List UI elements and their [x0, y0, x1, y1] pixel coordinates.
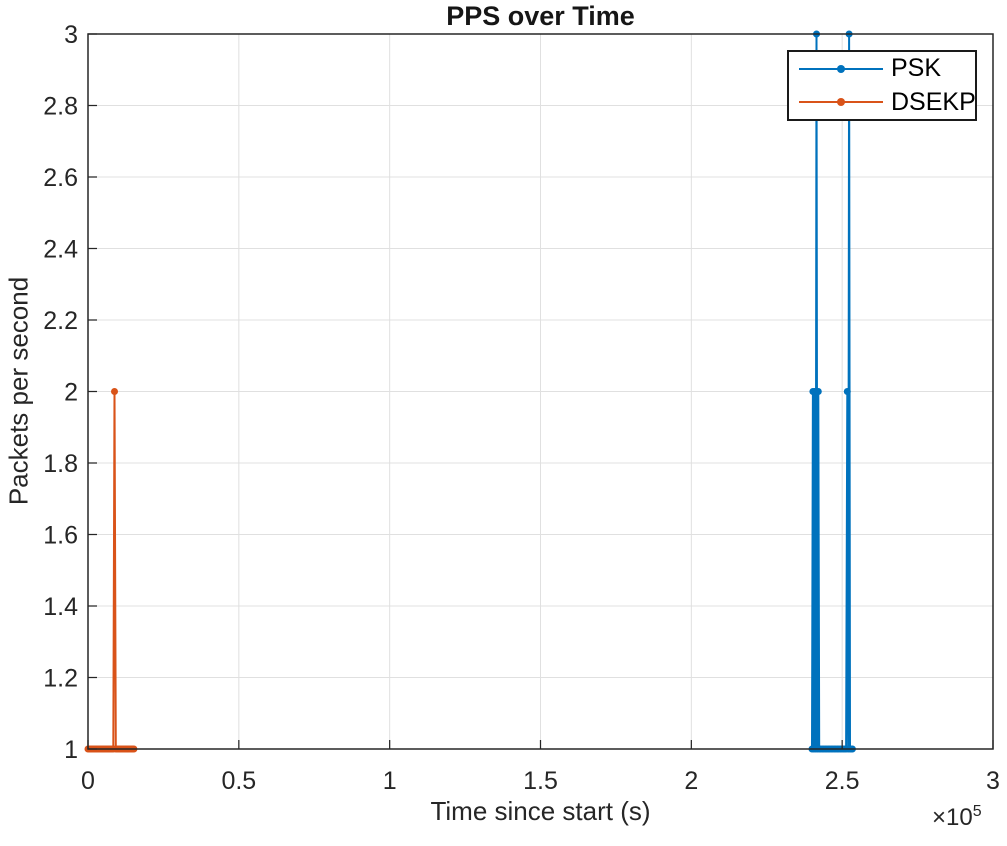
- y-tick-label: 2: [64, 379, 78, 407]
- y-tick-label: 2.8: [43, 93, 78, 121]
- y-tick-label: 1.4: [43, 593, 78, 621]
- x-tick-label: 2: [684, 767, 698, 795]
- y-tick-label: 3: [64, 21, 78, 49]
- x-tick-label: 3: [986, 767, 1000, 795]
- x-axis-exponent: ×105: [932, 803, 982, 832]
- series-line-dsekp: [88, 391, 134, 750]
- y-tick-label: 1.2: [43, 665, 78, 693]
- legend-line-sample: [799, 64, 883, 73]
- x-tick-label: 2.5: [825, 767, 860, 795]
- legend-label: PSK: [891, 54, 942, 83]
- x-tick-label: 1.5: [523, 767, 558, 795]
- y-tick-label: 2.6: [43, 164, 78, 192]
- chart-title: PPS over Time: [446, 1, 635, 31]
- x-tick-label: 0.5: [221, 767, 256, 795]
- exponent-power: 5: [972, 803, 982, 820]
- x-tick-label: 0: [81, 767, 95, 795]
- y-axis-label: Packets per second: [3, 276, 34, 506]
- y-tick-label: 1: [64, 736, 78, 764]
- series-marker-dsekp: [111, 388, 118, 395]
- series-marker-psk: [814, 388, 822, 395]
- legend-sample-marker: [837, 98, 845, 107]
- series-marker-psk: [843, 388, 851, 395]
- y-tick-label: 1.6: [43, 522, 78, 550]
- y-tick-label: 1.8: [43, 450, 78, 478]
- y-tick-label: 2.4: [43, 236, 78, 264]
- y-tick-label: 2.2: [43, 307, 78, 335]
- legend-label: DSEKP: [891, 87, 976, 116]
- exponent-base: ×10: [932, 804, 973, 831]
- legend-sample-marker: [837, 64, 845, 73]
- legend-entry-psk: PSK: [789, 52, 975, 85]
- x-tick-label: 1: [383, 767, 397, 795]
- legend-line-sample: [799, 98, 883, 107]
- legend: PSK DSEKP: [787, 50, 977, 121]
- x-axis-label: Time since start (s): [430, 796, 651, 826]
- legend-entry-dsekp: DSEKP: [789, 86, 976, 119]
